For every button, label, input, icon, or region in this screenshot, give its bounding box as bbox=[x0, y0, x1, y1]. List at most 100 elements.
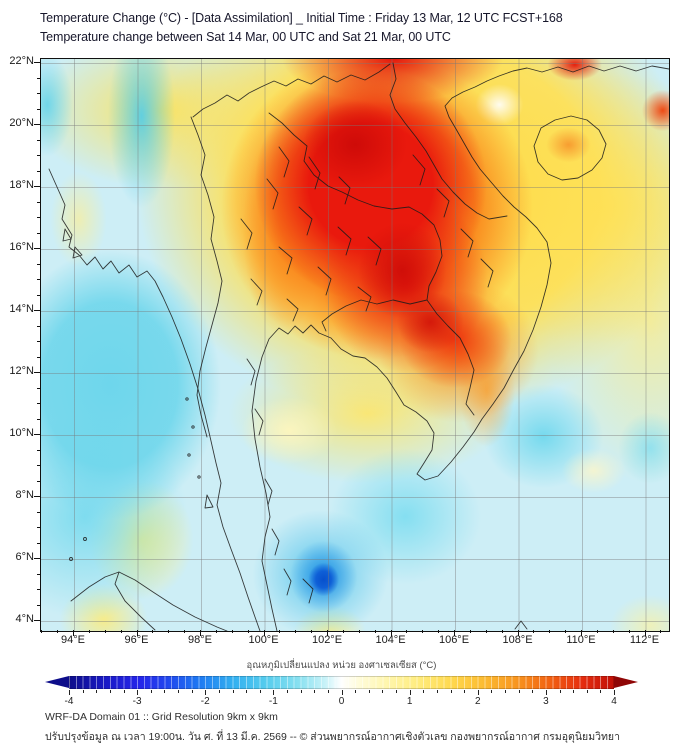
colorbar-tick-label: 1 bbox=[406, 696, 413, 707]
colorbar-min-arrow bbox=[45, 676, 69, 688]
colorbar-minor-tick bbox=[314, 690, 316, 693]
colorbar-minor-tick bbox=[450, 690, 452, 693]
lat-minor-tick bbox=[37, 387, 40, 389]
lon-minor-tick bbox=[247, 630, 249, 633]
lon-minor-tick bbox=[612, 630, 614, 633]
lat-tick-label: 6°N bbox=[15, 551, 34, 563]
lat-minor-tick bbox=[37, 77, 40, 79]
colorbar-minor-tick bbox=[491, 690, 493, 693]
colorbar bbox=[45, 676, 638, 689]
lat-major-tick bbox=[34, 620, 40, 621]
colorbar-max-arrow bbox=[614, 676, 638, 688]
colorbar-minor-tick bbox=[355, 690, 357, 693]
lat-tick-label: 20°N bbox=[9, 117, 34, 129]
lat-major-tick bbox=[34, 124, 40, 125]
lon-tick-label: 106°E bbox=[438, 634, 470, 646]
lon-major-tick bbox=[327, 630, 328, 636]
colorbar-minor-tick bbox=[423, 690, 425, 693]
lon-tick-label: 98°E bbox=[188, 634, 212, 646]
lat-major-tick bbox=[34, 434, 40, 435]
lat-major-tick bbox=[34, 62, 40, 63]
colorbar-minor-tick bbox=[109, 690, 111, 693]
lon-minor-tick bbox=[374, 630, 376, 633]
lat-major-tick bbox=[34, 558, 40, 559]
colorbar-minor-tick bbox=[532, 690, 534, 693]
lon-minor-tick bbox=[533, 630, 535, 633]
page-title-line2: Temperature change between Sat 14 Mar, 0… bbox=[40, 30, 451, 44]
lon-tick-label: 112°E bbox=[629, 634, 660, 646]
lon-minor-tick bbox=[565, 630, 567, 633]
lat-tick-label: 4°N bbox=[15, 613, 34, 625]
lon-minor-tick bbox=[120, 630, 122, 633]
colorbar-minor-tick bbox=[300, 690, 302, 693]
lat-major-tick bbox=[34, 372, 40, 373]
colorbar-tick-label: -4 bbox=[64, 696, 74, 707]
latlon-gridlines bbox=[41, 59, 669, 631]
colorbar-major-tick bbox=[137, 690, 139, 695]
lon-major-tick bbox=[644, 630, 646, 636]
coastline-borders-overlay bbox=[48, 62, 669, 631]
colorbar-tick-label: 0 bbox=[338, 696, 345, 707]
colorbar-minor-tick bbox=[600, 690, 602, 693]
lat-minor-tick bbox=[37, 139, 40, 141]
colorbar-tick-label: -2 bbox=[200, 696, 210, 707]
colorbar-tick-label: 4 bbox=[611, 696, 617, 707]
colorbar-minor-tick bbox=[436, 690, 438, 693]
lon-tick-label: 100°E bbox=[248, 634, 279, 646]
colorbar-minor-tick bbox=[382, 690, 384, 693]
lat-tick-label: 12°N bbox=[9, 365, 34, 377]
lat-minor-tick bbox=[37, 418, 40, 420]
lat-minor-tick bbox=[37, 155, 40, 156]
colorbar-tick-label: -1 bbox=[268, 696, 278, 707]
colorbar-minor-tick bbox=[368, 690, 370, 693]
lon-minor-tick bbox=[104, 630, 106, 633]
colorbar-major-tick bbox=[341, 690, 343, 695]
lat-minor-tick bbox=[37, 449, 40, 451]
lon-minor-tick bbox=[152, 630, 154, 633]
colorbar-minor-tick bbox=[573, 690, 575, 693]
lat-minor-tick bbox=[37, 170, 40, 172]
lon-major-tick bbox=[517, 630, 519, 636]
lon-major-tick bbox=[390, 630, 392, 636]
lon-major-tick bbox=[73, 630, 74, 636]
lat-minor-tick bbox=[37, 232, 40, 234]
lon-tick-label: 104°E bbox=[375, 634, 406, 646]
colorbar-minor-tick bbox=[150, 690, 152, 693]
colorbar-minor-tick bbox=[232, 690, 234, 693]
lon-minor-tick bbox=[422, 630, 424, 633]
lon-minor-tick bbox=[469, 630, 471, 633]
lon-minor-tick bbox=[295, 630, 297, 633]
lon-minor-tick bbox=[485, 630, 487, 633]
lon-minor-tick bbox=[41, 630, 43, 633]
lon-minor-tick bbox=[311, 630, 313, 633]
lon-minor-tick bbox=[168, 630, 170, 633]
colorbar-minor-tick bbox=[464, 690, 466, 693]
lat-minor-tick bbox=[37, 217, 40, 218]
lat-minor-tick bbox=[37, 201, 40, 203]
colorbar-major-tick bbox=[545, 690, 547, 695]
colorbar-major-tick bbox=[69, 690, 70, 695]
lat-minor-tick bbox=[37, 325, 40, 327]
lon-tick-label: 108°E bbox=[502, 634, 533, 646]
lon-minor-tick bbox=[660, 630, 662, 633]
lat-minor-tick bbox=[37, 403, 40, 404]
lon-minor-tick bbox=[57, 630, 59, 633]
colorbar-major-tick bbox=[273, 690, 275, 695]
lat-minor-tick bbox=[37, 93, 40, 94]
colorbar-minor-tick bbox=[396, 690, 397, 693]
lat-minor-tick bbox=[37, 511, 40, 513]
lat-minor-tick bbox=[37, 589, 40, 590]
footer-domain-info: WRF-DA Domain 01 :: Grid Resolution 9km … bbox=[45, 711, 278, 723]
lon-major-tick bbox=[200, 630, 201, 636]
colorbar-major-tick bbox=[477, 690, 479, 695]
lat-major-tick bbox=[34, 248, 40, 249]
colorbar-minor-tick bbox=[259, 690, 261, 693]
lat-minor-tick bbox=[37, 279, 40, 280]
colorbar-minor-tick bbox=[518, 690, 520, 693]
colorbar-minor-tick bbox=[327, 690, 329, 693]
lon-minor-tick bbox=[358, 630, 360, 633]
lon-major-tick bbox=[136, 630, 138, 636]
lat-tick-label: 14°N bbox=[9, 303, 34, 315]
colorbar-minor-tick bbox=[191, 690, 193, 693]
